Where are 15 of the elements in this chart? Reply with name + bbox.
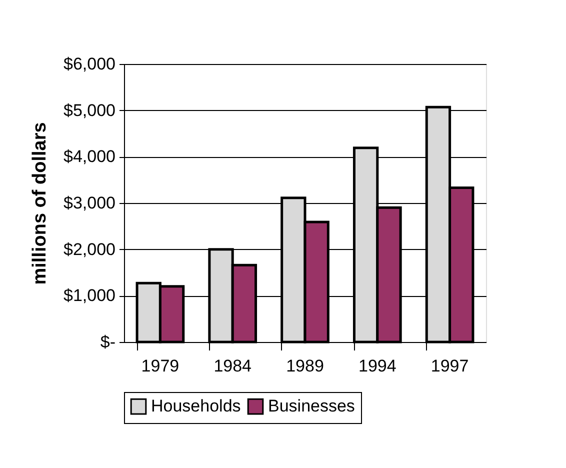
y-tick-label: $4,000 (64, 147, 116, 166)
legend-label: Businesses (268, 396, 355, 416)
y-axis-title: millions of dollars (30, 122, 51, 285)
y-tick-label: $- (100, 332, 116, 352)
y-tick-label: $1,000 (64, 286, 116, 306)
x-tick-label: 1989 (286, 356, 324, 376)
x-tick-label: 1984 (214, 356, 252, 376)
legend-label: Households (151, 396, 241, 416)
x-tick-label: 1979 (141, 356, 180, 376)
x-tick-label: 1994 (358, 356, 396, 376)
y-tick-label: $3,000 (64, 194, 116, 212)
x-tick-label: 1997 (430, 356, 469, 376)
y-tick-label: $2,000 (64, 240, 116, 259)
y-tick-label: $5,000 (64, 100, 116, 120)
y-tick-label: $6,000 (64, 54, 116, 74)
